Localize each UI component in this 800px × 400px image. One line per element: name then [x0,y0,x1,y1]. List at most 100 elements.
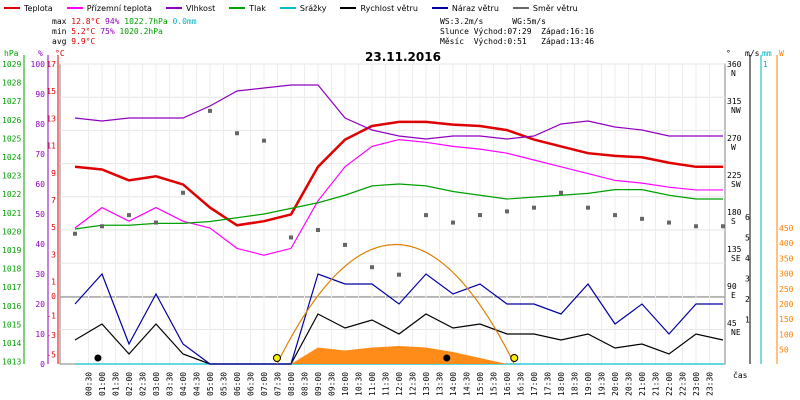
stats-panel: max 12.8°C 94% 1022.7hPa 0.0mm min 5.2°C… [52,17,197,47]
legend-swatch [431,7,448,9]
series-line [74,84,723,140]
legend-label: Srážky [299,3,327,13]
series-point-wind-dir [424,213,428,218]
x-tick-label: 22:30 [679,372,688,396]
legend-item: Náraz větru [431,2,499,14]
series-point-wind-dir [289,235,293,240]
x-tick-label: 00:30 [85,372,94,396]
series-point-wind-dir [370,265,374,270]
deg-dir: NW [731,106,741,115]
legend-label: Tlak [249,3,266,13]
x-tick-label: 22:00 [665,372,674,396]
x-tick-label: 13:00 [422,372,431,396]
pct-tick: 0 [40,360,45,369]
legend-swatch [340,7,357,9]
x-tick-label: 19:30 [598,372,607,396]
mm-unit: mm [762,49,772,58]
max-humidity: 94% [105,17,120,26]
legend-label: Směr větru [532,3,578,13]
deg-tick: 225 [727,171,742,180]
x-tick-label: 04:30 [193,372,202,396]
moonset-marker [443,354,451,362]
deg-tick: 45 [727,319,737,328]
max-pressure: 1022.7hPa [124,17,168,26]
avg-label: avg [52,37,67,46]
legend-swatch [66,7,83,9]
hpa-tick: 1020 [2,227,21,236]
pct-tick: 90 [35,90,45,99]
series-point-wind-dir [235,131,239,136]
plot-frame [59,63,726,365]
hpa-tick: 1018 [2,265,21,274]
sun-path [276,244,515,365]
c-tick: 1 [51,278,56,287]
x-tick-label: 01:30 [112,372,121,396]
x-tick-label: 14:30 [463,372,472,396]
x-tick-label: 03:00 [152,372,161,396]
legend-label: Náraz větru [451,3,499,13]
series-point-wind-dir [154,220,158,225]
pct-tick: 10 [35,330,45,339]
legend-item: Teplota [4,2,53,14]
hpa-tick: 1022 [2,190,21,199]
legend-item: Směr větru [512,2,578,14]
legend-label: Přízemní teplota [86,3,152,13]
legend-label: Teplota [24,3,53,13]
series-point-wind-dir [451,220,455,225]
min-temp: 5.2°C [71,27,96,36]
ms-tick: 1 [745,316,750,325]
deg-dir: E [731,291,736,300]
hpa-tick: 1026 [2,116,21,125]
legend-item: Rychlost větru [340,2,418,14]
deg-tick: 360 [727,60,742,69]
pct-tick: 40 [35,240,45,249]
x-tick-label: 07:30 [274,372,283,396]
time-axis-label: čas [733,370,748,380]
hpa-tick: 1016 [2,302,21,311]
wind-summary: WS:3.2m/s WG:5m/s [440,17,546,26]
pct-tick: 20 [35,300,45,309]
pct-tick: 30 [35,270,45,279]
x-tick-label: 11:00 [368,372,377,396]
pct-tick: 50 [35,210,45,219]
x-tick-label: 08:30 [301,372,310,396]
x-tick-label: 15:00 [476,372,485,396]
x-tick-label: 02:30 [139,372,148,396]
max-label: max [52,17,67,26]
x-tick-label: 06:30 [247,372,256,396]
c-tick: 17 [46,60,56,69]
series-point-wind-dir [397,272,401,277]
ms-tick: 2 [745,295,750,304]
hpa-unit: hPa [4,49,19,58]
x-tick-label: 16:30 [517,372,526,396]
series-point-wind-dir [640,216,644,221]
c-tick: 9 [51,169,56,178]
x-tick-label: 10:00 [341,372,350,396]
x-tick-label: 19:00 [584,372,593,396]
max-rain: 0.0mm [172,17,197,26]
series-point-wind-dir [694,224,698,229]
w-tick: 200 [779,300,794,309]
astro-panel: WS:3.2m/s WG:5m/s Slunce Východ:07:29 Zá… [440,17,594,47]
sun-times: Slunce Východ:07:29 Západ:16:16 [440,27,595,36]
x-tick-label: 18:00 [557,372,566,396]
x-tick-label: 23:30 [706,372,715,396]
min-humidity: 75% [100,27,115,36]
hpa-tick: 1028 [2,79,21,88]
pct-tick: 80 [35,120,45,129]
x-tick-label: 03:30 [166,372,175,396]
hpa-tick: 1021 [2,209,21,218]
hpa-tick: 1019 [2,246,21,255]
x-tick-label: 08:00 [287,372,296,396]
deg-tick: 90 [727,282,737,291]
w-tick: 400 [779,239,794,248]
chart-legend: Teplota Přízemní teplota Vlhkost Tlak Srážky… [4,2,592,14]
x-tick-label: 11:30 [382,372,391,396]
x-tick-label: 05:00 [206,372,215,396]
sunset-marker [510,354,519,362]
pct-tick: 100 [31,60,46,69]
x-tick-label: 05:30 [220,372,229,396]
hpa-tick: 1023 [2,172,21,181]
moon-times: Měsíc Východ:0:51 Západ:13:46 [440,37,595,46]
c-unit: °C [55,49,65,58]
